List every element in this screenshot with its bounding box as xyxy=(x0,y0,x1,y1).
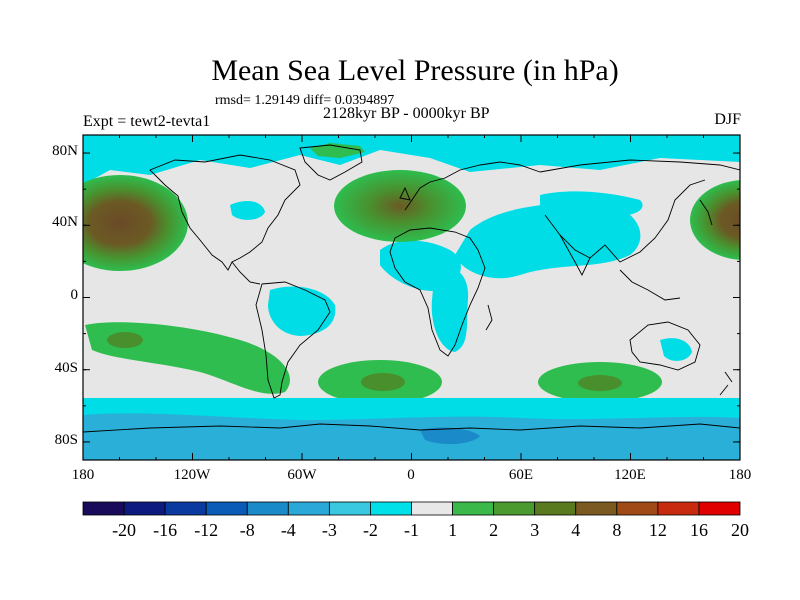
coast-north-america xyxy=(149,154,301,271)
colorbar-label: -1 xyxy=(404,520,419,540)
colorbar-swatch xyxy=(370,501,412,516)
colorbar-label: -8 xyxy=(239,520,255,540)
coast-australia xyxy=(629,321,701,371)
colorbar-swatch xyxy=(452,501,495,516)
coast-southeast-asia xyxy=(619,269,681,301)
coast-india xyxy=(559,234,591,276)
lat-tick-40n: 40N xyxy=(52,214,78,230)
colorbar-label: 1 xyxy=(448,520,458,540)
canada-negative-anomaly xyxy=(230,200,265,220)
colorbar-label: -3 xyxy=(321,520,337,540)
north-africa-negative-anomaly xyxy=(455,203,641,279)
colorbar-swatch xyxy=(82,501,125,516)
lon-tick-180e: 180 xyxy=(728,467,752,483)
antarctic-strong-negative-anomaly xyxy=(420,427,480,445)
coast-europe xyxy=(404,161,541,211)
map-field xyxy=(83,135,740,460)
south-atlantic-negative-anomaly xyxy=(268,286,336,336)
stats-line: rmsd= 1.29149 diff= 0.0394897 xyxy=(215,93,395,108)
coast-central-america xyxy=(231,261,261,285)
arctic-positive-anomaly xyxy=(310,143,365,158)
coast-africa xyxy=(389,227,486,357)
south-atlantic-core xyxy=(361,373,405,391)
colorbar-label: 4 xyxy=(571,520,581,540)
lon-tick-120w: 120W xyxy=(173,467,211,483)
coast-south-america xyxy=(255,281,331,399)
experiment-label: Expt = tewt2-tevta1 xyxy=(83,113,211,130)
coast-new-zealand xyxy=(719,371,733,396)
antarctic-mid-negative-anomaly xyxy=(83,413,740,460)
north-pacific-positive-anomaly-east xyxy=(690,180,740,260)
lat-tick-0: 0 xyxy=(70,287,79,303)
lon-tick-60e: 60E xyxy=(508,467,534,483)
coast-greenland xyxy=(299,144,363,181)
central-asia-negative-anomaly xyxy=(540,191,643,217)
lon-tick-0: 0 xyxy=(407,467,415,483)
coast-uk xyxy=(399,186,411,201)
indian-ocean-negative-anomaly xyxy=(660,338,692,361)
coast-madagascar xyxy=(485,304,493,331)
colorbar-label: 20 xyxy=(731,520,749,540)
colorbar-swatch xyxy=(534,501,577,516)
colorbar-label: -12 xyxy=(194,520,219,540)
arctic-negative-anomaly xyxy=(83,135,740,185)
colorbar-swatch xyxy=(164,501,207,516)
colorbar-label: 12 xyxy=(648,520,667,540)
east-atlantic-negative-anomaly xyxy=(431,266,469,352)
coast-japan xyxy=(699,199,713,226)
period-label: 2128kyr BP - 0000kyr BP xyxy=(323,105,490,122)
axis-ticks xyxy=(82,135,741,460)
lat-tick-80s: 80S xyxy=(54,432,78,448)
colorbar-swatch xyxy=(616,501,659,516)
lat-tick-40s: 40S xyxy=(54,360,78,376)
colorbar-swatch xyxy=(328,501,371,516)
colorbar-label: 8 xyxy=(612,520,622,540)
colorbar-swatch xyxy=(493,501,536,516)
colorbar xyxy=(82,501,741,516)
colorbar-label: 3 xyxy=(530,520,540,540)
lon-tick-60w: 60W xyxy=(287,467,317,483)
coast-antarctica xyxy=(83,423,740,433)
coastlines xyxy=(83,144,740,433)
lon-tick-180w: 180 xyxy=(71,467,95,483)
colorbar-label: 2 xyxy=(489,520,499,540)
lon-tick-120e: 120E xyxy=(614,467,646,483)
north-pacific-positive-anomaly xyxy=(83,175,188,271)
colorbar-swatch xyxy=(205,501,248,516)
colorbar-label: 16 xyxy=(689,520,708,540)
page-title: Mean Sea Level Pressure (in hPa) xyxy=(211,54,619,87)
colorbar-label: -20 xyxy=(112,520,137,540)
colorbar-swatch xyxy=(657,501,700,516)
lat-tick-80n: 80N xyxy=(52,143,78,159)
coast-asia xyxy=(539,159,740,263)
colorbar-label: -2 xyxy=(362,520,378,540)
colorbar-swatch xyxy=(287,501,330,516)
season-label: DJF xyxy=(714,111,741,128)
colorbar-label: -4 xyxy=(280,520,296,540)
south-indian-core xyxy=(578,375,622,391)
south-pacific-core xyxy=(107,332,143,348)
colorbar-swatch xyxy=(123,501,166,516)
colorbar-swatch xyxy=(575,501,618,516)
colorbar-swatch xyxy=(246,501,289,516)
colorbar-label: -16 xyxy=(153,520,178,540)
colorbar-swatch xyxy=(411,501,453,516)
colorbar-swatch xyxy=(698,501,741,516)
north-atlantic-positive-anomaly xyxy=(334,170,466,242)
